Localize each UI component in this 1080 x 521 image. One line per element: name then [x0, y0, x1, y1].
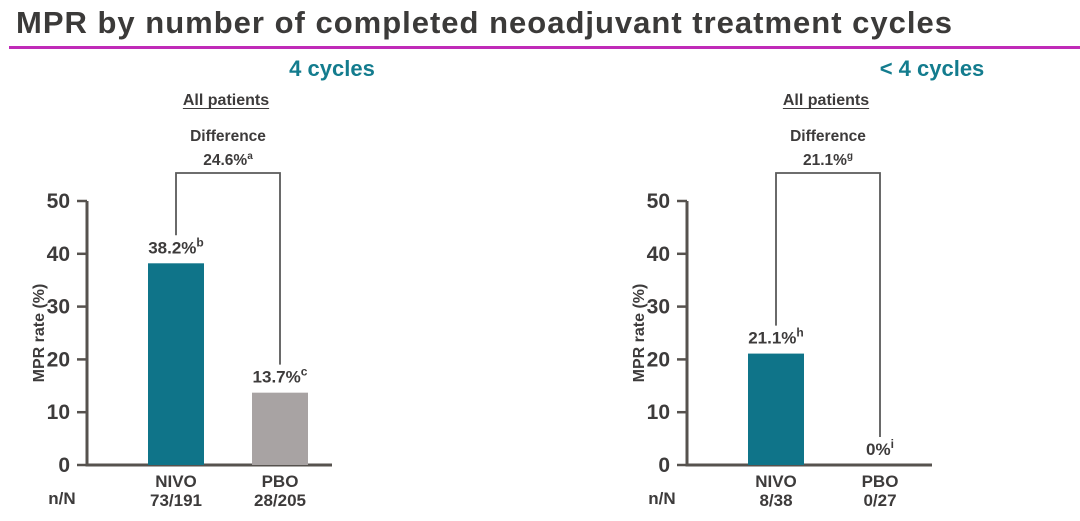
y-tick-label: 30: [647, 296, 670, 319]
y-tick-label: 30: [47, 296, 70, 319]
category-label: NIVO: [155, 472, 197, 491]
bar-value-label: 38.2%b: [148, 235, 204, 257]
n-over-N-value: 28/205: [254, 491, 306, 510]
category-label: NIVO: [755, 472, 797, 491]
difference-annotation: Difference 21.1%g: [678, 127, 978, 171]
y-axis-title: MPR rate (%): [631, 284, 648, 383]
bar-value-label: 0%i: [866, 437, 894, 459]
n-over-N-row-label: n/N: [48, 489, 75, 508]
y-tick-label: 10: [47, 401, 70, 424]
subtitle-all-patients: All patients: [782, 92, 870, 109]
comparison-bracket: [775, 172, 881, 437]
bar: [148, 263, 204, 465]
difference-value: 24.6%a: [203, 151, 253, 170]
page-title: MPR by number of completed neoadjuvant t…: [16, 5, 953, 40]
y-tick-label: 40: [647, 243, 670, 266]
bar: [748, 353, 804, 465]
y-axis-title: MPR rate (%): [31, 284, 48, 383]
category-label: PBO: [862, 472, 899, 491]
bar-value-label: 21.1%h: [748, 326, 804, 348]
title-underline-rule: [9, 46, 1080, 49]
y-tick-label: 0: [658, 454, 670, 477]
y-tick-label: 0: [58, 454, 70, 477]
n-over-N-value: 0/27: [863, 491, 896, 510]
bar: [252, 392, 308, 465]
category-label: PBO: [262, 472, 299, 491]
difference-annotation: Difference 24.6%a: [78, 127, 378, 171]
n-over-N-value: 73/191: [150, 491, 202, 510]
group-header: < 4 cycles: [879, 56, 985, 81]
y-tick-label: 50: [47, 190, 70, 213]
difference-label: Difference: [190, 128, 266, 145]
n-over-N-row-label: n/N: [648, 489, 675, 508]
y-tick-label: 40: [47, 243, 70, 266]
y-tick-label: 20: [47, 348, 70, 371]
difference-label: Difference: [790, 128, 866, 145]
chart-panel-lt-4-cycles: < 4 cycles All patients Difference 21.1%…: [600, 55, 1080, 521]
n-over-N-value: 8/38: [759, 491, 792, 510]
y-tick-label: 20: [647, 348, 670, 371]
y-tick-label: 50: [647, 190, 670, 213]
chart-panel-4-cycles: 4 cycles All patients Difference 24.6%a …: [0, 55, 500, 521]
y-tick-label: 10: [647, 401, 670, 424]
subtitle-all-patients: All patients: [182, 92, 270, 109]
difference-value: 21.1%g: [802, 151, 854, 170]
group-header: 4 cycles: [289, 56, 375, 81]
bar-value-label: 13.7%c: [253, 365, 308, 387]
comparison-bracket: [175, 172, 281, 365]
